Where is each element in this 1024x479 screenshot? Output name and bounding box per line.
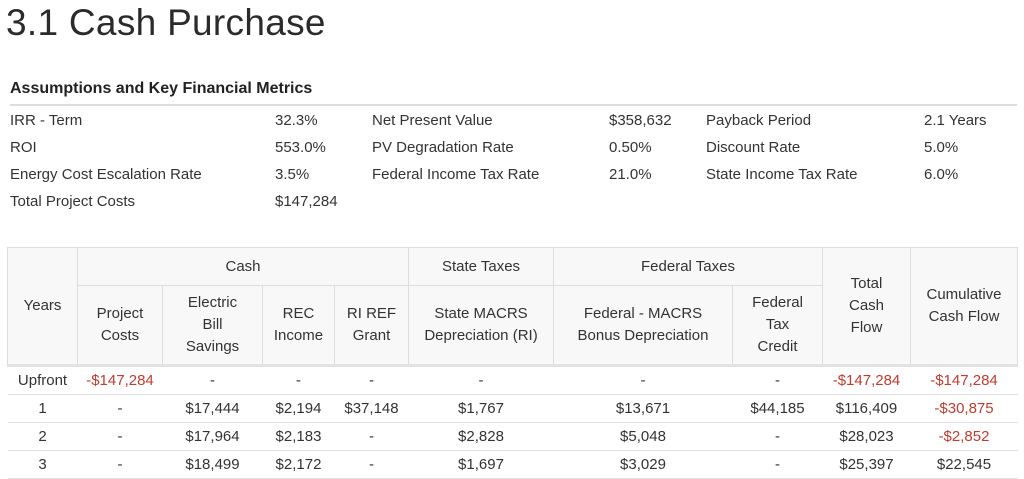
metric-value: 21.0%	[609, 166, 652, 183]
column-header: RI REF Grant	[346, 305, 397, 344]
table-cell: -	[162, 364, 263, 395]
metric-label: Payback Period	[706, 112, 812, 129]
metric-row: ROI 553.0% PV Degradation Rate 0.50% Discoun…	[10, 139, 1010, 166]
table-cell: $28,023	[822, 422, 911, 451]
metric-label: Discount Rate	[706, 139, 801, 156]
table-cell: $116,409	[822, 394, 911, 423]
column-header: Electric Bill Savings	[185, 294, 240, 355]
metric-value: 0.50%	[609, 139, 652, 156]
table-cell: $13,671	[553, 394, 733, 423]
metric-label: PV Degradation Rate	[372, 139, 514, 156]
table-cell: -	[334, 364, 409, 395]
metric-value: $358,632	[609, 112, 672, 129]
metric-value: 6.0%	[924, 166, 959, 183]
metric-value: 5.0%	[924, 139, 959, 156]
table-cell: -$147,284	[910, 364, 1018, 395]
table-cell: -	[553, 364, 733, 395]
table-cell: -$147,284	[77, 364, 163, 395]
metric-value: 553.0%	[275, 139, 326, 156]
table-cell: 2	[7, 422, 78, 451]
metric-value: 3.5%	[275, 166, 310, 183]
column-header: Total Cash Flow	[848, 275, 885, 336]
column-header: Project Costs	[96, 305, 144, 344]
group-header: Cash	[77, 247, 409, 286]
metric-row: IRR - Term 32.3% Net Present Value $358,632…	[10, 112, 1010, 139]
cash-flow-table: Years Cash State Taxes Federal Taxes Tot…	[7, 247, 1018, 479]
table-cell: $22,545	[910, 450, 1018, 479]
table-cell: -	[408, 364, 554, 395]
table-cell: -$2,852	[910, 422, 1018, 451]
metric-value: $147,284	[275, 193, 338, 210]
table-cell: $3,029	[553, 450, 733, 479]
table-cell: Upfront	[7, 364, 78, 395]
table-cell: 1	[7, 394, 78, 423]
table-cell: -	[732, 364, 823, 395]
column-header: Years	[7, 247, 78, 366]
metric-label: IRR - Term	[10, 112, 83, 129]
table-cell: -$147,284	[822, 364, 911, 395]
table-cell: -	[77, 394, 163, 423]
table-cell: -	[77, 450, 163, 479]
column-header: Federal Tax Credit	[752, 294, 803, 355]
group-header: State Taxes	[408, 247, 554, 286]
table-cell: $44,185	[732, 394, 823, 423]
table-cell: -	[732, 422, 823, 451]
table-cell: 3	[7, 450, 78, 479]
page-title: 3.1 Cash Purchase	[6, 2, 326, 43]
section-heading: Assumptions and Key Financial Metrics	[10, 80, 1017, 106]
table-row: 3- $18,499 $2,172- $1,697 $3,029- $25,397 $22,…	[7, 450, 1018, 479]
metric-value: 32.3%	[275, 112, 318, 129]
table-cell: $2,194	[262, 394, 335, 423]
table-cell: $17,444	[162, 394, 263, 423]
table-cell: $1,767	[408, 394, 554, 423]
metric-label: Federal Income Tax Rate	[372, 166, 540, 183]
metric-value: 2.1 Years	[924, 112, 987, 129]
table-cell: -$30,875	[910, 394, 1018, 423]
table-cell: -	[262, 364, 335, 395]
metric-label: Total Project Costs	[10, 193, 136, 210]
column-header: Federal - MACRS Bonus Depreciation	[577, 305, 709, 344]
table-body: Upfront -$147,284- - - - - - -$147,284 -$147,284…	[7, 364, 1018, 479]
column-header: REC Income	[273, 305, 324, 344]
table-cell: $18,499	[162, 450, 263, 479]
group-header: Federal Taxes	[553, 247, 823, 286]
table-row: 2- $17,964 $2,183- $2,828 $5,048- $28,023 -$2,…	[7, 422, 1018, 451]
table-cell: -	[732, 450, 823, 479]
metric-label: ROI	[10, 139, 37, 156]
table-cell: -	[334, 450, 409, 479]
metric-label: State Income Tax Rate	[706, 166, 858, 183]
table-row: 1- $17,444 $2,194 $37,148 $1,767 $13,671 $44,1…	[7, 394, 1018, 423]
table-cell: $1,697	[408, 450, 554, 479]
metric-row: Energy Cost Escalation Rate 3.5% Federal I…	[10, 166, 1010, 193]
table-cell: $17,964	[162, 422, 263, 451]
table-row: Upfront -$147,284- - - - - - -$147,284 -$147,284	[7, 364, 1018, 395]
metric-row: Total Project Costs $147,284	[10, 193, 1010, 220]
table-cell: $5,048	[553, 422, 733, 451]
metric-label: Energy Cost Escalation Rate	[10, 166, 202, 183]
metric-label: Net Present Value	[372, 112, 493, 129]
table-cell: -	[334, 422, 409, 451]
column-header: State MACRS Depreciation (RI)	[424, 305, 538, 344]
metrics: IRR - Term 32.3% Net Present Value $358,632…	[10, 112, 1010, 220]
table-cell: -	[77, 422, 163, 451]
column-header: Cumulative Cash Flow	[926, 286, 1002, 325]
table-cell: $2,183	[262, 422, 335, 451]
table-cell: $2,172	[262, 450, 335, 479]
table-cell: $25,397	[822, 450, 911, 479]
table-cell: $2,828	[408, 422, 554, 451]
table-cell: $37,148	[334, 394, 409, 423]
